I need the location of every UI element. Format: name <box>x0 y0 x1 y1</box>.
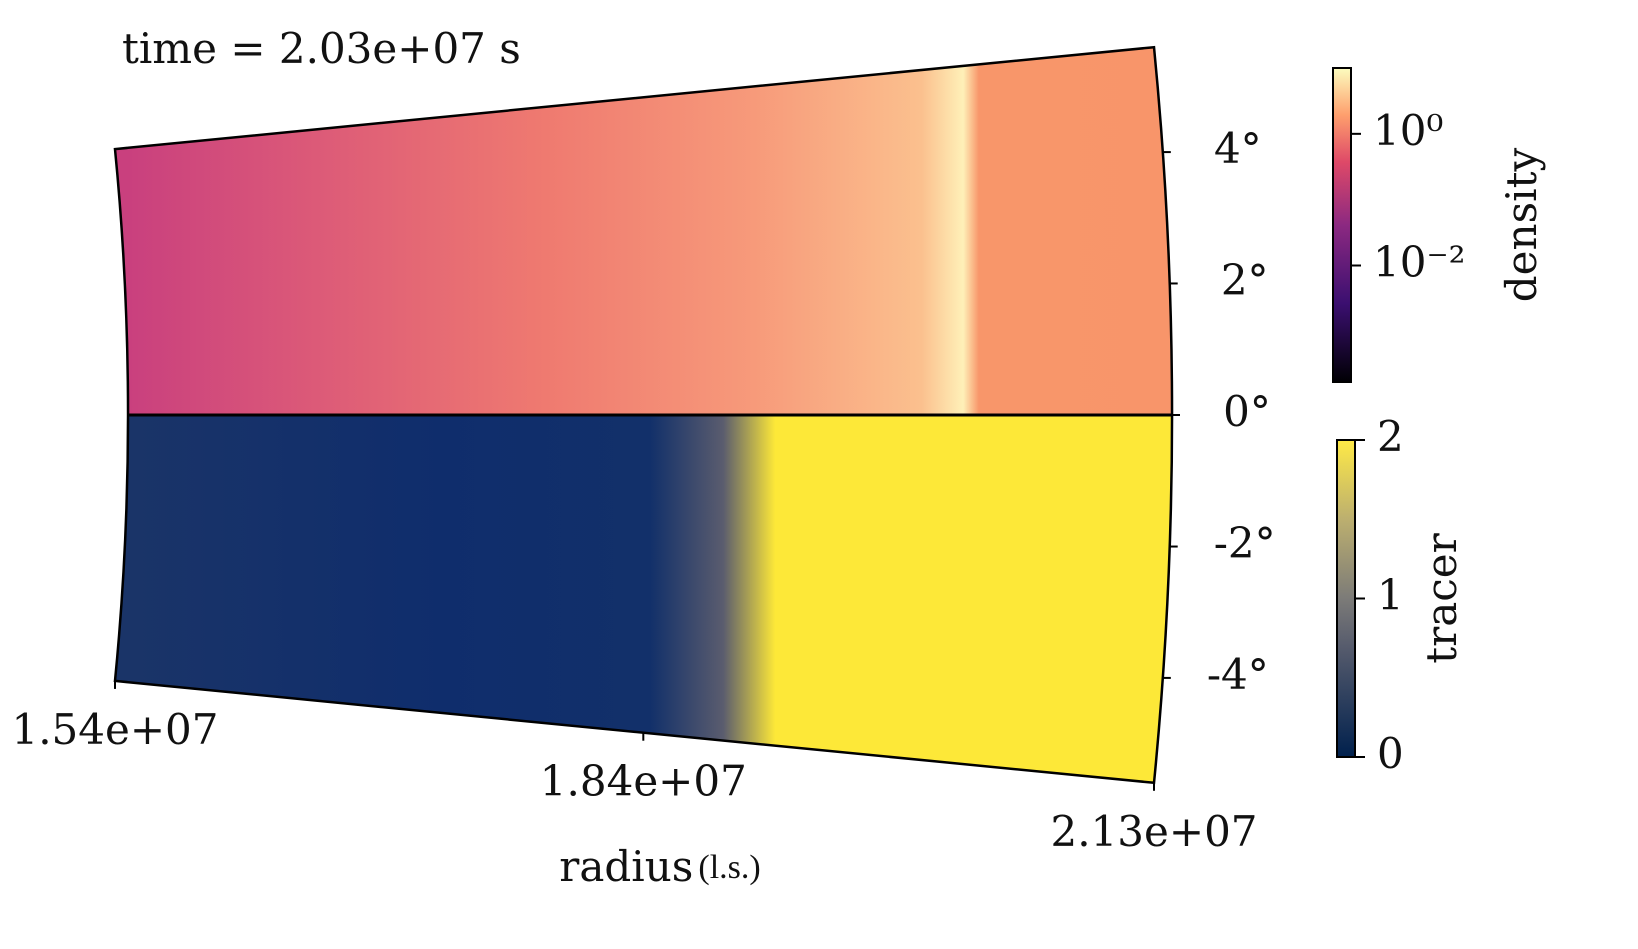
theta-tick-label: 2° <box>1221 255 1269 304</box>
theta-tick-label: 4° <box>1214 124 1262 173</box>
density-field <box>114 47 1173 415</box>
colorbar <box>1332 67 1352 383</box>
x-unit: (l.s.) <box>698 849 760 886</box>
colorbar-tick-label: 1 <box>1377 571 1404 620</box>
colorbar-tick-label: 10⁰ <box>1373 106 1443 155</box>
colorbar <box>1336 439 1356 758</box>
r-tick-label: 1.54e+07 <box>11 705 218 754</box>
colorbar-label: density <box>1497 148 1546 303</box>
colorbar-tick-label: 2 <box>1377 412 1404 461</box>
colorbar-tick-label: 10⁻² <box>1373 238 1465 287</box>
r-tick-label: 2.13e+07 <box>1051 807 1258 856</box>
tracer-field <box>114 415 1173 783</box>
theta-tick-label: -2° <box>1214 519 1276 568</box>
colorbar-tick-label: 0 <box>1377 729 1404 778</box>
colorbar-label: tracer <box>1417 532 1466 663</box>
x-label: radius <box>559 842 693 891</box>
title: time = 2.03e+07 s <box>122 24 521 73</box>
theta-tick-label: 0° <box>1223 387 1271 436</box>
wedge-outline <box>113 45 1174 785</box>
theta-tick-label: -4° <box>1207 650 1269 699</box>
r-tick-label: 1.84e+07 <box>540 757 747 806</box>
x-axis-label: radius (l.s.) <box>559 842 760 891</box>
